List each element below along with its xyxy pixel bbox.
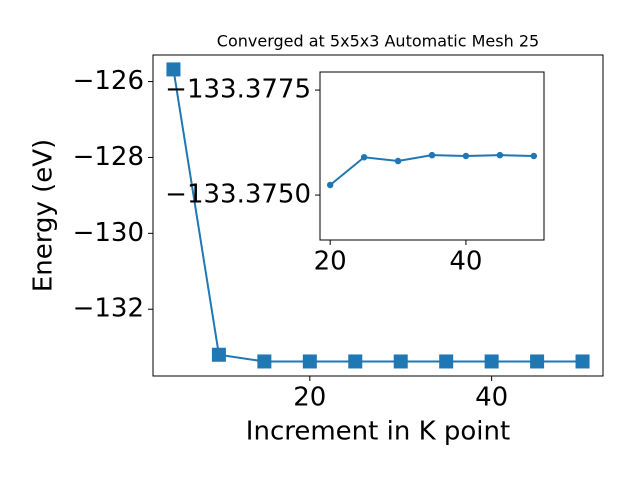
axes-frame	[152, 54, 604, 377]
x-tick-label: 40	[449, 247, 482, 277]
y-tick-label: −130	[73, 218, 144, 248]
marker	[462, 152, 470, 160]
y-tick-label: −132	[73, 294, 144, 324]
marker	[393, 354, 408, 369]
marker	[484, 354, 499, 369]
y-tick-label: −133.3775	[165, 75, 311, 105]
x-tick-label: 20	[314, 247, 347, 277]
data-line	[172, 69, 583, 363]
marker	[394, 157, 402, 165]
marker	[439, 354, 454, 369]
x-axis-label: Increment in K point	[246, 417, 510, 447]
y-tick-label: −133.3750	[165, 180, 311, 210]
marker	[348, 354, 363, 369]
y-tick-label: −128	[73, 142, 144, 172]
marker	[257, 354, 272, 369]
marker	[530, 354, 545, 369]
y-axis-label: Energy (eV)	[29, 139, 59, 292]
marker	[530, 152, 538, 160]
y-tick-label: −126	[73, 66, 144, 96]
marker	[360, 154, 368, 161]
x-tick-label: 20	[293, 383, 326, 413]
marker	[166, 62, 181, 77]
marker	[428, 151, 436, 159]
marker	[326, 181, 334, 189]
marker	[211, 347, 226, 362]
axes-frame	[319, 71, 545, 241]
chart-title: Converged at 5x5x3 Automatic Mesh 25	[217, 32, 539, 51]
marker	[496, 151, 504, 159]
marker	[302, 354, 317, 369]
x-tick-label: 40	[475, 383, 508, 413]
marker	[575, 354, 590, 369]
